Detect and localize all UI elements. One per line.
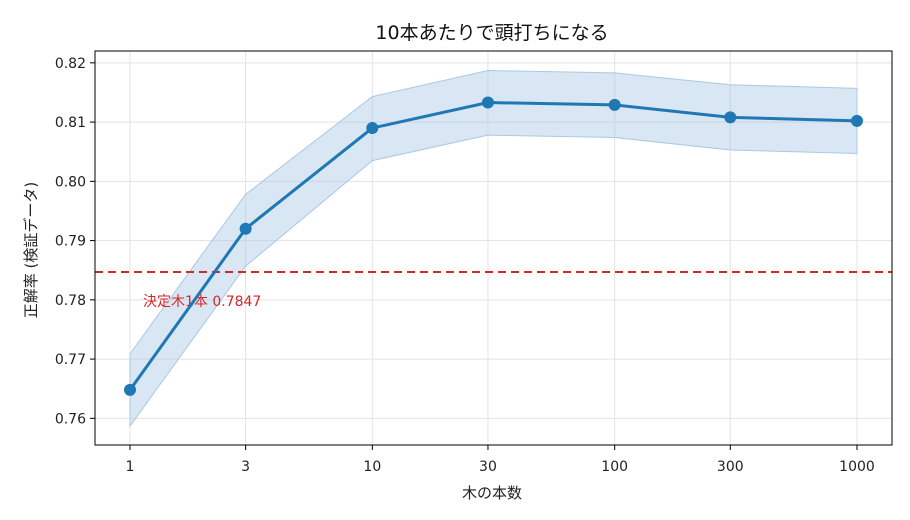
plot-frame	[94, 50, 893, 446]
data-point	[724, 111, 737, 124]
y-axis-label: 正解率 (検証データ)	[22, 182, 40, 318]
x-tick-label: 300	[717, 459, 744, 475]
x-tick-label: 3	[241, 459, 250, 475]
y-tick-label: 0.79	[55, 234, 86, 250]
y-axis: 0.76 0.77 0.78 0.79 0.80 0.81 0.82	[55, 56, 95, 427]
x-axis-label: 木の本数	[462, 484, 522, 502]
reference-label: 決定木1本 0.7847	[143, 294, 261, 310]
y-tick-label: 0.81	[55, 115, 86, 131]
y-tick-label: 0.82	[55, 56, 86, 72]
chart-title: 10本あたりで頭打ちになる	[375, 22, 608, 44]
y-tick-label: 0.80	[55, 174, 86, 190]
data-point	[239, 222, 252, 235]
x-tick-label: 10	[363, 459, 381, 475]
y-tick-label: 0.76	[55, 411, 86, 427]
x-axis: 1 3 10 30 100 300 1000	[126, 445, 875, 475]
x-tick-label: 1	[126, 459, 135, 475]
x-tick-label: 100	[601, 459, 628, 475]
data-point	[851, 114, 863, 127]
data-point	[124, 383, 136, 396]
y-tick-label: 0.77	[55, 352, 86, 368]
y-tick-label: 0.78	[55, 293, 86, 309]
x-tick-label: 1000	[839, 459, 875, 475]
data-point	[608, 98, 621, 111]
data-point	[481, 96, 494, 109]
data-point	[366, 122, 379, 135]
x-tick-label: 30	[479, 459, 497, 475]
confidence-band	[129, 70, 858, 428]
data-points	[124, 96, 863, 396]
